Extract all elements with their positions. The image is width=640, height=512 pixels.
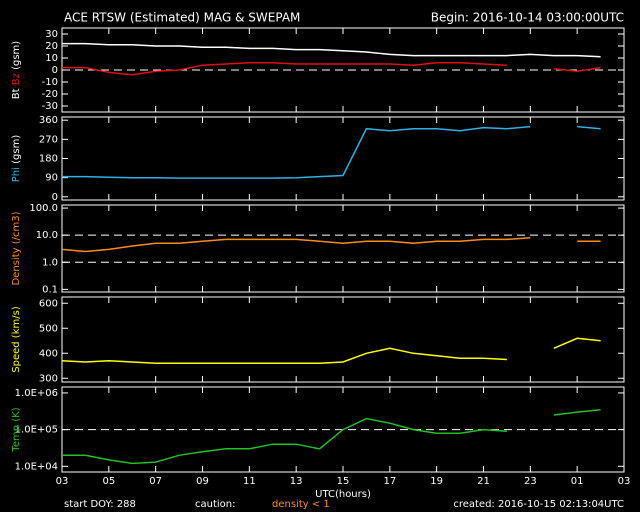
y-axis-label: Density (/cm3) bbox=[11, 211, 22, 285]
y-tick-label: 10 bbox=[45, 53, 58, 64]
x-tick-label: 01 bbox=[571, 476, 584, 487]
legend-entry: Bz bbox=[11, 73, 22, 85]
begin: Begin: 2016-10-14 03:00:00UTC bbox=[431, 11, 624, 25]
y-label-text: (gsm) bbox=[11, 41, 22, 70]
x-tick-label: 13 bbox=[290, 476, 303, 487]
x-tick-label: 07 bbox=[149, 476, 162, 487]
y-tick-label: 400 bbox=[39, 348, 58, 359]
y-axis-label: Speed (km/s) bbox=[11, 306, 22, 373]
y-axis-label: Temp (K) bbox=[11, 407, 22, 452]
caution-note: density < 1 bbox=[272, 499, 330, 510]
y-tick-label: -30 bbox=[42, 101, 58, 112]
y-label-text: Temp (K) bbox=[11, 407, 22, 452]
y-axis-label: Bt Bz (gsm) bbox=[11, 41, 22, 99]
y-tick-label: 0 bbox=[52, 192, 58, 203]
x-tick-label: 05 bbox=[102, 476, 115, 487]
y-tick-label: 0 bbox=[52, 65, 58, 76]
y-tick-label: -20 bbox=[42, 89, 58, 100]
series-line bbox=[62, 125, 601, 179]
x-tick-label: 21 bbox=[477, 476, 490, 487]
x-tick-label: 15 bbox=[337, 476, 350, 487]
y-tick-label: 1.0E+06 bbox=[15, 388, 58, 399]
y-label-text: (gsm) bbox=[11, 135, 22, 164]
panel-frame bbox=[61, 204, 625, 293]
series-line bbox=[62, 62, 601, 76]
x-tick-label: 09 bbox=[196, 476, 209, 487]
panel-frame bbox=[61, 116, 625, 201]
y-tick-label: 90 bbox=[45, 173, 58, 184]
y-tick-label: 20 bbox=[45, 41, 58, 52]
panel-frame bbox=[61, 296, 625, 383]
y-tick-label: 1.0E+04 bbox=[15, 461, 58, 472]
y-tick-label: 270 bbox=[39, 134, 58, 145]
x-tick-label: 19 bbox=[430, 476, 443, 487]
start-doy: start DOY: 288 bbox=[64, 499, 136, 510]
y-axis-label: Phi (gsm) bbox=[11, 135, 22, 183]
created: created: 2016-10-15 02:13:04UTC bbox=[453, 499, 624, 510]
series-line bbox=[61, 337, 601, 365]
y-tick-label: 0.1 bbox=[42, 284, 58, 295]
y-label-text: Speed (km/s) bbox=[11, 306, 22, 373]
x-tick-label: 17 bbox=[383, 476, 396, 487]
y-tick-label: 1.0E+05 bbox=[15, 425, 58, 436]
series-line bbox=[62, 408, 601, 465]
series-line bbox=[62, 42, 601, 58]
x-axis-label: UTC(hours) bbox=[315, 489, 371, 500]
series-line bbox=[61, 237, 601, 253]
x-tick-label: 03 bbox=[56, 476, 69, 487]
legend-entry: Bt bbox=[11, 88, 22, 99]
legend-entry: Phi bbox=[11, 167, 22, 182]
y-tick-label: 30 bbox=[45, 29, 58, 40]
y-tick-label: 600 bbox=[39, 298, 58, 309]
y-tick-label: 300 bbox=[39, 373, 58, 384]
y-tick-label: -10 bbox=[42, 77, 58, 88]
title: ACE RTSW (Estimated) MAG & SWEPAM bbox=[64, 11, 300, 25]
y-tick-label: 360 bbox=[39, 115, 58, 126]
x-tick-label: 11 bbox=[243, 476, 256, 487]
x-tick-label: 03 bbox=[618, 476, 631, 487]
x-tick-label: 23 bbox=[524, 476, 537, 487]
y-tick-label: 100.0 bbox=[29, 203, 58, 214]
y-tick-label: 180 bbox=[39, 154, 58, 165]
caution: caution: bbox=[195, 499, 236, 510]
y-tick-label: 10.0 bbox=[36, 230, 58, 241]
y-tick-label: 500 bbox=[39, 323, 58, 334]
y-label-text: Density (/cm3) bbox=[11, 211, 22, 285]
y-tick-label: 1.0 bbox=[42, 257, 58, 268]
